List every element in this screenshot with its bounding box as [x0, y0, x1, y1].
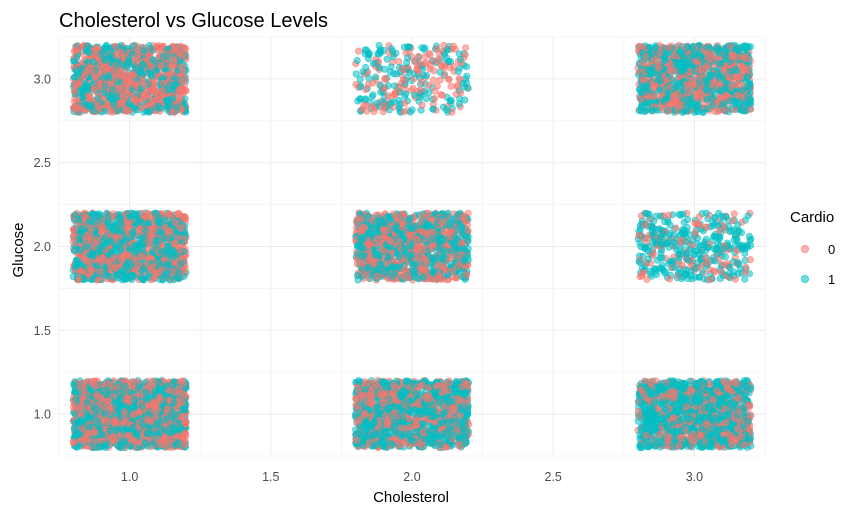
- data-point-cardio-0: [672, 224, 680, 232]
- data-point-cardio-0: [462, 44, 470, 52]
- chart-title: Cholesterol vs Glucose Levels: [59, 10, 328, 32]
- data-point-cardio-1: [702, 209, 710, 217]
- data-point-cardio-0: [447, 82, 455, 90]
- points-layer: [69, 41, 755, 452]
- data-point-cardio-0: [395, 57, 403, 65]
- data-point-cardio-0: [730, 210, 738, 218]
- data-point-cardio-1: [368, 93, 376, 101]
